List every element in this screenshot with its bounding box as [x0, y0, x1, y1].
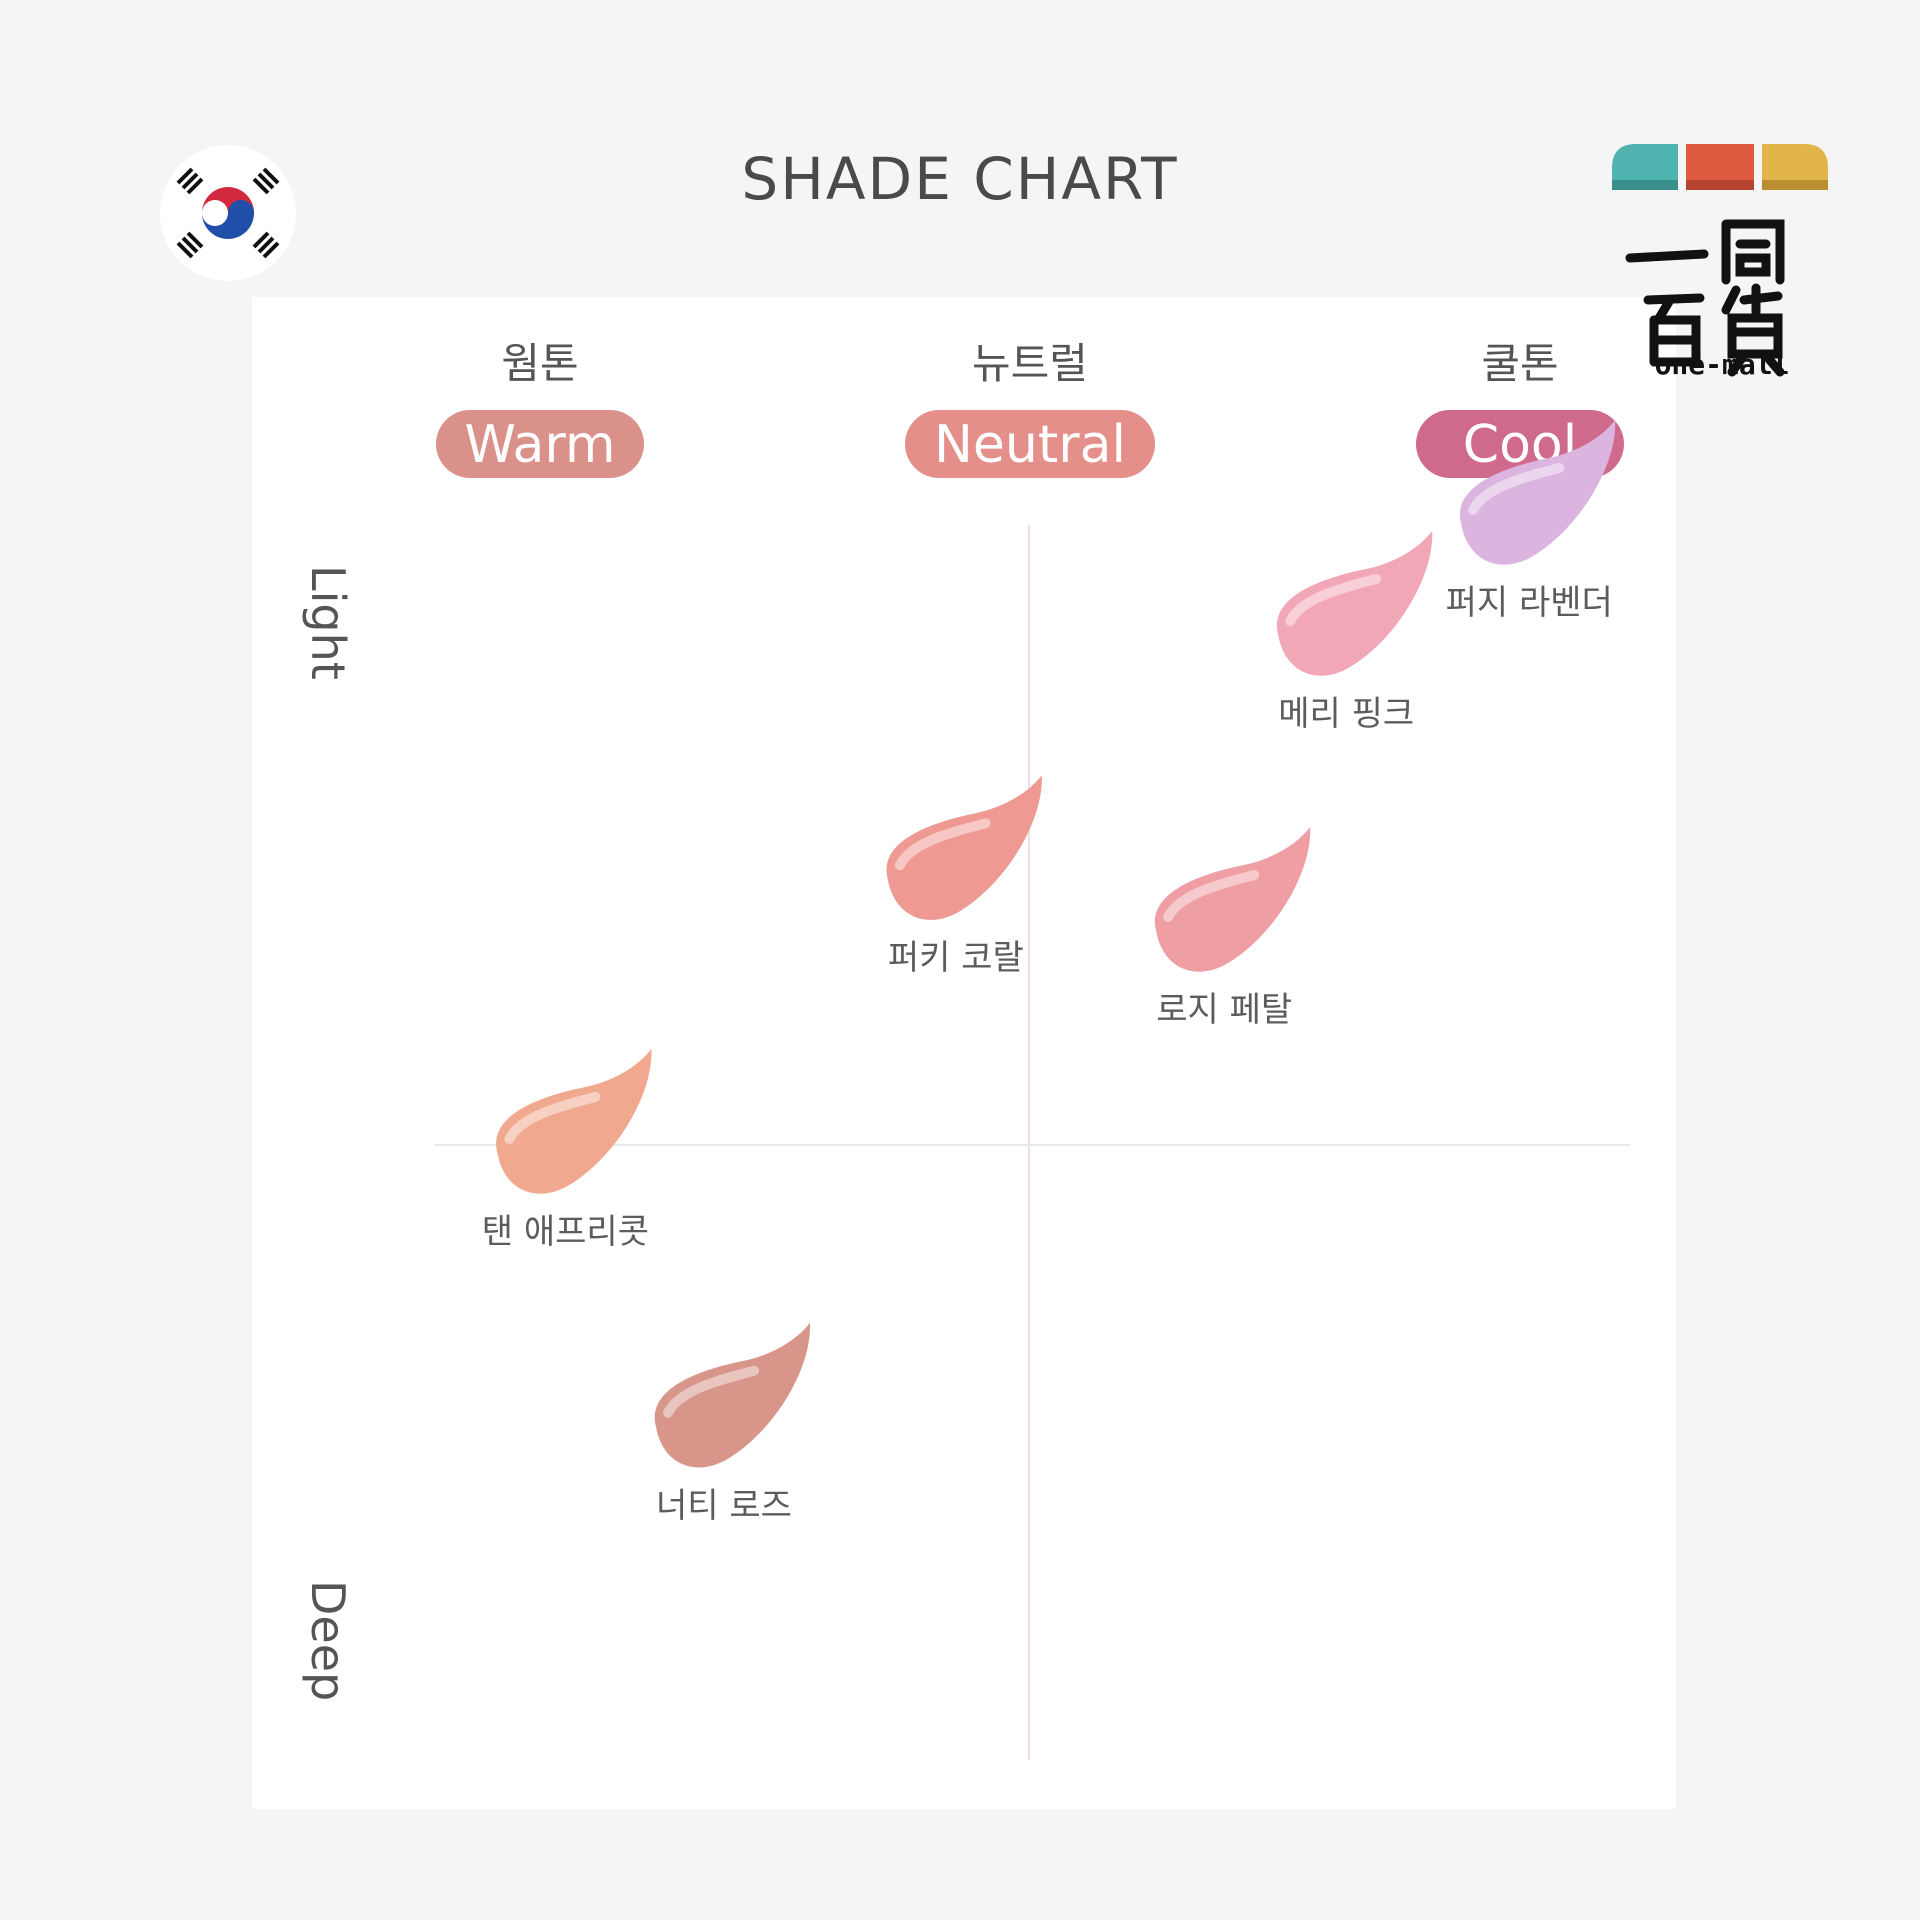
shade-swatch-highlight-2 [894, 818, 991, 871]
shade-swatch-highlight-5 [663, 1365, 759, 1418]
logo-brand-text: one-mall [1654, 348, 1790, 381]
shade-label-0: 퍼지 라벤더 [1446, 583, 1613, 623]
shade-label-3: 로지 페탈 [1156, 990, 1292, 1030]
y-axis-label-light: Light [301, 565, 355, 680]
category-korean-label-cool: 쿨톤 [1481, 339, 1558, 388]
category-pill-label-warm: Warm [464, 415, 615, 475]
shade-swatch-highlight-3 [1163, 870, 1260, 922]
category-pill-warm [436, 410, 644, 478]
shade-swatch-4 [496, 1049, 652, 1194]
chart-panel [252, 297, 1676, 1809]
shade-swatch-0 [1459, 420, 1616, 565]
shade-label-5: 너티 로즈 [656, 1486, 792, 1526]
shade-swatch-2 [886, 775, 1042, 920]
y-axis-label-deep: Deep [301, 1580, 355, 1701]
one-mall-logo-icon [1612, 144, 1828, 377]
category-pill-label-neutral: Neutral [934, 415, 1126, 475]
shade-label-1: 메리 핑크 [1278, 694, 1414, 734]
chart-title: SHADE CHART [741, 145, 1179, 213]
south-korea-flag-icon [160, 145, 296, 281]
shade-swatch-3 [1154, 827, 1311, 972]
shade-swatch-1 [1276, 531, 1433, 676]
shade-swatch-highlight-4 [504, 1092, 601, 1144]
category-pill-neutral [905, 410, 1155, 478]
shade-swatch-highlight-1 [1285, 574, 1382, 626]
shade-label-2: 퍼키 코랄 [888, 938, 1024, 978]
category-korean-label-neutral: 뉴트럴 [972, 339, 1088, 388]
category-korean-label-warm: 웜톤 [501, 339, 578, 388]
shade-swatch-highlight-0 [1468, 463, 1565, 515]
shade-label-4: 탠 애프리콧 [482, 1212, 649, 1252]
shade-swatch-5 [654, 1322, 811, 1468]
